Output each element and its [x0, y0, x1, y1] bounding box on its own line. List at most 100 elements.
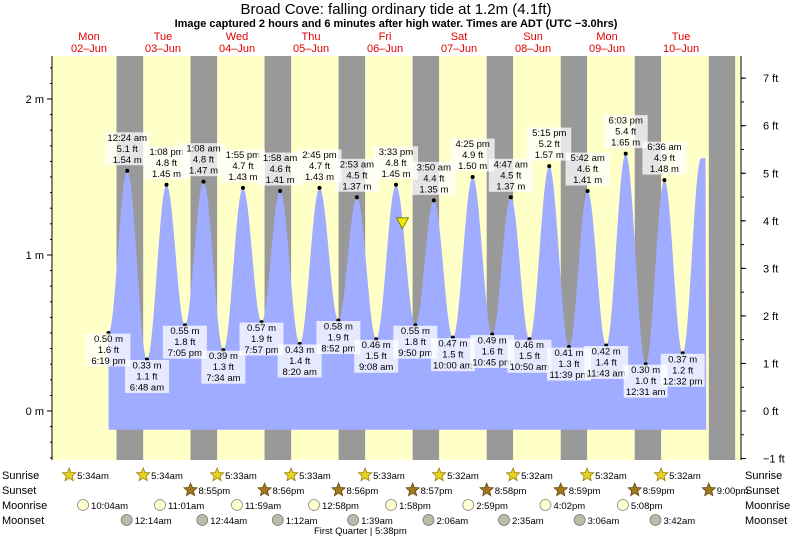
extreme-text: 0.41 m — [554, 348, 583, 359]
label-background — [201, 350, 246, 384]
extreme-text: 1.8 ft — [405, 337, 426, 348]
extreme-text: 3:50 am — [417, 162, 451, 173]
extreme-text: 0.37 m — [668, 354, 697, 365]
moonset-time: 12:44am — [210, 516, 247, 527]
high-tide-label: 1:55 pm4.7 ft1.43 m — [220, 149, 265, 190]
sunset-time: 8:58pm — [495, 486, 527, 497]
extreme-text: 0.57 m — [247, 323, 276, 334]
moonset-time: 3:06am — [588, 516, 620, 527]
extreme-text: 0.55 m — [170, 326, 199, 337]
extreme-dot — [662, 178, 667, 183]
label-background — [527, 127, 572, 161]
extreme-text: 1.5 ft — [366, 351, 387, 362]
low-tide-label: 0.33 m1.1 ft6:48 am — [124, 357, 169, 394]
moon-icon — [385, 499, 398, 511]
extreme-dot — [393, 182, 398, 187]
sun-icon — [431, 467, 447, 482]
high-tide-label: 1:08 am4.8 ft1.47 m — [181, 143, 226, 184]
extreme-text: 1.37 m — [496, 181, 525, 192]
low-tide-label: 0.46 m1.5 ft9:08 am — [354, 337, 399, 373]
extreme-text: 10:45 pm — [472, 358, 512, 369]
sunset-icon — [701, 482, 717, 497]
moonrise-time: 11:01am — [168, 501, 204, 512]
sunset-row-label-right: Sunset — [745, 485, 779, 497]
extreme-text: 12:24 am — [107, 133, 147, 144]
right-tick-label: 4 ft — [763, 216, 778, 228]
low-tide-label: 0.43 m1.4 ft8:20 am — [277, 341, 322, 378]
extreme-text: 1:58 am — [263, 153, 297, 164]
label-background — [220, 149, 265, 183]
high-tide-label: 5:15 pm5.2 ft1.57 m — [527, 127, 572, 169]
sunset-time: 8:59pm — [569, 486, 601, 497]
sunset-icon — [553, 482, 569, 497]
sun-icon — [61, 467, 77, 482]
moonrise-time: 5:08pm — [631, 501, 663, 512]
label-background — [411, 161, 456, 195]
moonset-row-label-right: Moonset — [745, 515, 787, 527]
extreme-text: 11:39 pm — [550, 370, 589, 381]
moon-phase-note: First Quarter | 5:38pm — [314, 526, 407, 537]
extreme-text: 1.1 ft — [136, 372, 157, 383]
right-tick-label: 5 ft — [763, 168, 778, 180]
extreme-text: 5:42 am — [570, 153, 604, 164]
chart-subtitle: Image captured 2 hours and 6 minutes aft… — [175, 18, 618, 30]
extreme-text: 10:00 am — [433, 361, 473, 372]
label-background — [507, 339, 552, 373]
extreme-text: 4.5 ft — [500, 170, 521, 181]
moonrise-time: 11:59am — [245, 501, 281, 512]
extreme-text: 1.45 m — [381, 169, 410, 180]
extreme-text: 1.35 m — [419, 184, 448, 195]
day-name: Sat — [451, 31, 468, 43]
sun-icon — [357, 467, 373, 482]
moon-icon — [271, 514, 284, 526]
extreme-text: 11:43 am — [587, 368, 626, 379]
extreme-text: 1.5 ft — [519, 351, 540, 362]
extreme-text: 0.47 m — [438, 339, 467, 350]
sunrise-time: 5:32am — [447, 471, 479, 482]
right-tick-label: 0 ft — [763, 406, 778, 418]
label-background — [297, 149, 342, 183]
moon-icon — [347, 514, 360, 526]
label-background — [181, 143, 226, 177]
moonrise-time: 12:58pm — [322, 501, 359, 512]
label-background — [86, 333, 131, 367]
extreme-text: 12:32 pm — [663, 376, 703, 387]
low-tide-label: 0.58 m1.9 ft8:52 pm — [316, 318, 361, 355]
label-background — [334, 158, 379, 192]
extreme-text: 4.9 ft — [462, 150, 483, 161]
moon-icon — [573, 514, 586, 526]
extreme-text: 4.5 ft — [346, 170, 367, 181]
right-tick-label: 3 ft — [763, 263, 778, 275]
low-tide-label: 0.55 m1.8 ft7:05 pm — [162, 323, 207, 359]
right-tick-label: 6 ft — [763, 121, 778, 133]
extreme-text: 4.9 ft — [654, 153, 675, 164]
extreme-text: 10:50 am — [510, 362, 550, 373]
extreme-text: 1.47 m — [189, 166, 218, 177]
moonset-time: 12:14am — [135, 516, 172, 527]
moonset-time: 1:12am — [286, 516, 318, 527]
label-background — [373, 146, 418, 180]
sunrise-time: 5:33am — [225, 471, 257, 482]
extreme-dot — [431, 198, 436, 203]
extreme-text: 6:03 pm — [609, 116, 643, 127]
moon-icon — [77, 499, 89, 511]
label-background — [354, 339, 399, 373]
sun-icon — [579, 467, 595, 482]
left-tick-label: 1 m — [26, 250, 44, 262]
sunset-time: 8:55pm — [199, 486, 231, 497]
extreme-text: 4:25 pm — [456, 139, 490, 150]
moon-icon — [498, 514, 510, 526]
axes: 0 m 1 m 2 m −1 ft 0 ft 1 ft 2 ft 3 ft 4 ft 5 ft 6 … — [26, 56, 785, 466]
low-tide-label: 0.50 m1.6 ft6:19 pm — [86, 331, 131, 367]
sun-icon — [135, 467, 151, 482]
moonset-time: 2:35am — [512, 516, 544, 527]
extreme-text: 1.50 m — [458, 161, 487, 172]
extreme-text: 3:33 pm — [379, 147, 413, 158]
sun-icon — [283, 467, 299, 482]
extreme-dot — [164, 182, 169, 187]
extreme-text: 5:15 pm — [532, 128, 566, 139]
day-date: 02–Jun — [71, 43, 107, 55]
extreme-text: 1:55 pm — [226, 150, 260, 161]
day-date: 03–Jun — [145, 43, 181, 55]
